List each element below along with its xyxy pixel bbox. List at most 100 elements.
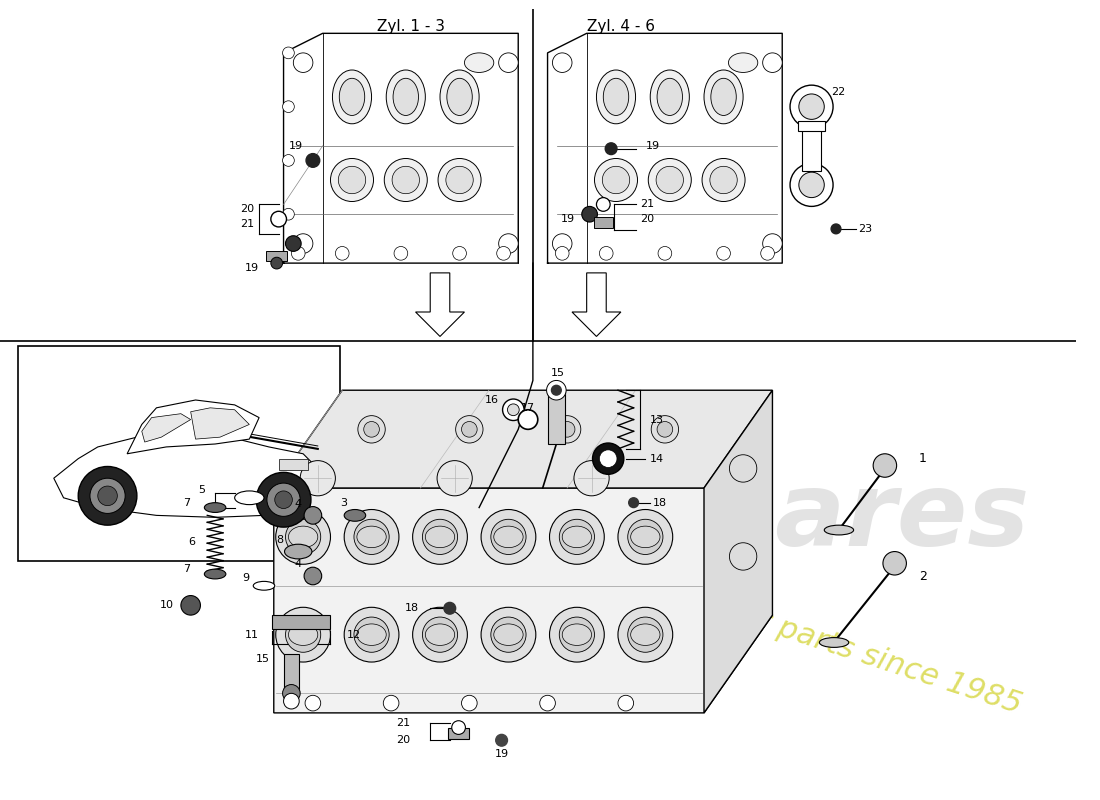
Circle shape [556,246,569,260]
Circle shape [294,234,312,254]
Circle shape [717,246,730,260]
Text: 18: 18 [405,603,418,614]
Ellipse shape [288,624,318,646]
Circle shape [452,721,465,734]
Circle shape [628,617,663,652]
Text: 19: 19 [495,749,508,759]
Circle shape [618,510,673,564]
Circle shape [651,416,679,443]
Ellipse shape [711,78,736,115]
Circle shape [481,510,536,564]
Circle shape [364,422,380,437]
Ellipse shape [447,78,472,115]
Circle shape [275,491,293,509]
Ellipse shape [332,70,372,124]
Circle shape [90,478,125,514]
Text: 19: 19 [245,263,260,273]
Text: 16: 16 [485,395,498,405]
Text: 19: 19 [561,214,575,224]
Circle shape [629,498,638,507]
Circle shape [412,607,468,662]
Circle shape [283,154,295,166]
Circle shape [594,158,638,202]
Circle shape [656,166,683,194]
Circle shape [503,399,524,421]
Ellipse shape [630,624,660,646]
Circle shape [267,483,300,516]
Text: 15: 15 [550,368,564,378]
Circle shape [540,695,556,711]
Circle shape [596,198,611,211]
Circle shape [354,519,389,554]
Circle shape [98,486,118,506]
Circle shape [284,694,299,709]
Circle shape [832,224,840,234]
Circle shape [462,422,477,437]
Circle shape [790,163,833,206]
Circle shape [283,101,295,113]
Circle shape [628,519,663,554]
Polygon shape [54,431,318,518]
Ellipse shape [596,70,636,124]
Polygon shape [704,390,772,713]
Bar [272,615,330,629]
Circle shape [305,695,321,711]
Text: 2: 2 [920,570,927,582]
Text: Zyl. 4 - 6: Zyl. 4 - 6 [587,19,654,34]
Ellipse shape [704,70,744,124]
Ellipse shape [205,569,225,579]
Circle shape [648,158,691,202]
Circle shape [444,602,455,614]
Circle shape [462,695,477,711]
Ellipse shape [356,624,386,646]
Circle shape [550,607,604,662]
Circle shape [354,617,389,652]
Text: 10: 10 [160,600,174,610]
Text: 21: 21 [640,199,654,210]
Circle shape [593,443,624,474]
Ellipse shape [253,582,275,590]
Ellipse shape [426,526,454,548]
Text: 21: 21 [396,718,410,728]
Ellipse shape [603,78,629,115]
Text: 21: 21 [240,219,254,229]
Circle shape [358,416,385,443]
Bar [798,122,825,131]
Circle shape [491,519,526,554]
Polygon shape [274,390,772,488]
Circle shape [286,519,321,554]
Circle shape [547,381,567,400]
Circle shape [729,454,757,482]
Circle shape [498,234,518,254]
Circle shape [552,234,572,254]
Circle shape [481,607,536,662]
Ellipse shape [657,78,682,115]
Text: 5: 5 [198,485,206,495]
Circle shape [559,519,594,554]
Circle shape [304,567,321,585]
Circle shape [603,166,629,194]
Circle shape [799,94,824,119]
Circle shape [294,53,312,73]
Circle shape [283,685,300,702]
Text: 1: 1 [920,452,927,465]
Circle shape [304,506,321,524]
Polygon shape [416,273,464,337]
Circle shape [873,454,896,478]
Text: 4: 4 [294,559,301,570]
Ellipse shape [205,502,225,513]
Circle shape [453,246,466,260]
Text: 19: 19 [646,141,660,150]
Circle shape [657,422,673,437]
Circle shape [392,166,419,194]
Ellipse shape [344,510,365,522]
Ellipse shape [288,526,318,548]
Text: 9: 9 [242,573,250,583]
Circle shape [799,172,824,198]
Text: 7: 7 [184,498,190,508]
Ellipse shape [386,70,426,124]
Circle shape [78,466,136,525]
Bar [594,217,613,228]
Text: 22: 22 [832,87,846,97]
Circle shape [437,461,472,496]
